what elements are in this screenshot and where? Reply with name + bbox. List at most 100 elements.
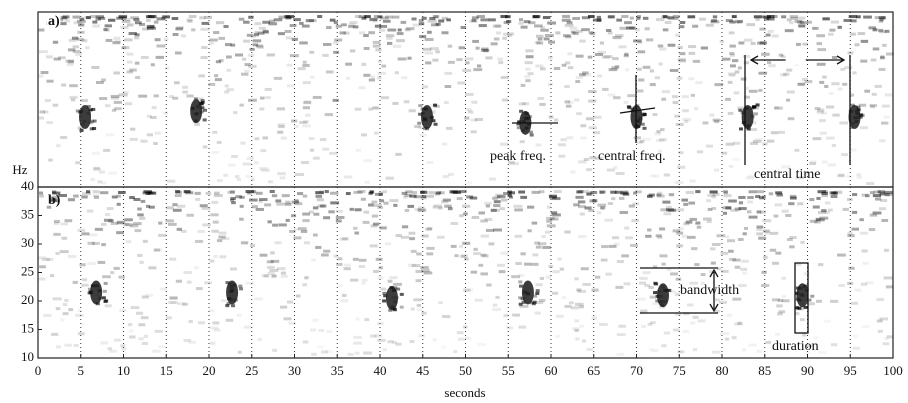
noise-pixel [272, 348, 278, 352]
noise-pixel [756, 227, 763, 231]
noise-pixel [654, 174, 660, 178]
noise-pixel [249, 198, 258, 202]
noise-pixel [425, 194, 435, 198]
noise-pixel [227, 163, 236, 167]
noise-pixel [464, 116, 470, 120]
noise-pixel [676, 244, 683, 248]
noise-pixel [175, 279, 183, 283]
noise-pixel [85, 46, 90, 50]
noise-pixel [361, 62, 367, 66]
noise-pixel [784, 29, 794, 33]
noise-pixel [465, 336, 471, 340]
noise-pixel [629, 16, 634, 20]
noise-pixel [584, 206, 592, 210]
noise-pixel [95, 17, 101, 21]
noise-pixel [368, 18, 378, 22]
noise-pixel [628, 204, 635, 208]
noise-pixel [679, 52, 686, 56]
call-streak [388, 308, 393, 312]
noise-pixel [520, 195, 528, 199]
noise-pixel [815, 299, 822, 303]
call-streak [89, 127, 94, 131]
annotation: duration [772, 339, 819, 354]
noise-pixel [188, 15, 197, 19]
noise-pixel [673, 16, 679, 20]
noise-pixel [361, 278, 368, 282]
noise-pixel [302, 219, 310, 223]
noise-pixel [405, 190, 413, 194]
noise-pixel [420, 190, 428, 194]
noise-pixel [386, 34, 395, 38]
noise-pixel [270, 259, 280, 263]
noise-pixel [373, 131, 379, 135]
noise-pixel [114, 107, 122, 111]
noise-pixel [678, 25, 685, 29]
noise-pixel [656, 194, 665, 198]
noise-pixel [591, 316, 598, 320]
noise-pixel [51, 332, 59, 336]
noise-pixel [92, 20, 98, 24]
noise-pixel [555, 31, 561, 35]
noise-pixel [565, 104, 572, 108]
noise-pixel [163, 37, 169, 41]
noise-pixel [260, 31, 269, 35]
noise-pixel [610, 190, 617, 194]
noise-pixel [470, 118, 478, 122]
noise-pixel [284, 29, 292, 33]
noise-pixel [142, 191, 152, 195]
noise-pixel [856, 176, 862, 180]
noise-pixel [870, 105, 876, 109]
noise-pixel [343, 175, 353, 179]
noise-pixel [502, 36, 507, 40]
call-streak [103, 281, 108, 285]
noise-pixel [300, 229, 308, 233]
noise-pixel [209, 259, 215, 263]
noise-pixel [688, 51, 696, 55]
noise-pixel [588, 208, 595, 212]
noise-pixel [49, 199, 58, 203]
noise-pixel [490, 42, 498, 46]
noise-pixel [302, 212, 310, 216]
noise-pixel [116, 194, 121, 198]
noise-pixel [186, 18, 193, 22]
noise-pixel [80, 99, 88, 103]
noise-pixel [125, 223, 133, 227]
annotation: central time [754, 167, 820, 182]
noise-pixel [692, 24, 699, 28]
noise-pixel [539, 102, 546, 106]
noise-pixel [59, 15, 66, 19]
y-tick-label: 20 [21, 292, 34, 307]
noise-pixel [813, 336, 819, 340]
noise-pixel [418, 334, 425, 338]
noise-pixel [677, 46, 683, 50]
noise-pixel [786, 90, 795, 94]
noise-pixel [447, 207, 453, 211]
noise-pixel [851, 301, 859, 305]
noise-pixel [239, 204, 244, 208]
noise-pixel [727, 111, 734, 115]
noise-pixel [88, 233, 98, 237]
noise-pixel [822, 17, 830, 21]
noise-pixel [317, 15, 323, 19]
call-streak [516, 122, 521, 126]
noise-pixel [842, 82, 848, 86]
noise-pixel [64, 19, 71, 23]
noise-pixel [72, 15, 80, 19]
noise-pixel [748, 174, 756, 178]
noise-pixel [235, 195, 242, 199]
noise-pixel [884, 93, 893, 97]
noise-pixel [851, 227, 860, 231]
noise-pixel [119, 308, 127, 312]
noise-pixel [538, 190, 545, 194]
noise-pixel [816, 110, 824, 114]
call-streak [238, 287, 243, 291]
noise-pixel [725, 142, 735, 146]
noise-pixel [276, 202, 285, 206]
noise-pixel [702, 121, 709, 125]
noise-pixel [435, 191, 442, 195]
noise-pixel [276, 107, 286, 111]
noise-pixel [135, 311, 144, 315]
noise-pixel [52, 103, 59, 107]
noise-pixel [436, 235, 445, 239]
noise-pixel [550, 211, 558, 215]
